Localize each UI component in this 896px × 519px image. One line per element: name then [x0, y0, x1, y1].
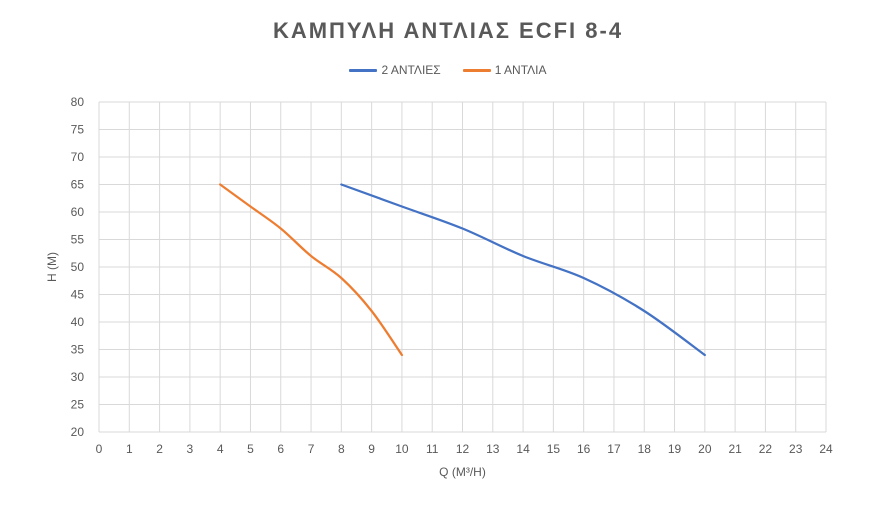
x-tick-label: 3 — [187, 442, 194, 456]
x-tick-label: 20 — [698, 442, 712, 456]
x-tick-label: 0 — [96, 442, 103, 456]
x-tick-label: 9 — [368, 442, 375, 456]
legend-swatch — [349, 68, 378, 72]
series-line-1[interactable] — [340, 183, 706, 357]
x-tick-label: 15 — [547, 442, 561, 456]
x-tick-label: 5 — [247, 442, 254, 456]
y-tick-label: 20 — [71, 425, 85, 439]
x-tick-label: 17 — [607, 442, 621, 456]
x-tick-label: 18 — [638, 442, 652, 456]
x-tick-label: 10 — [395, 442, 409, 456]
x-tick-label: 1 — [126, 442, 133, 456]
legend-label: 2 ΑΝΤΛΙΕΣ — [381, 63, 441, 77]
x-tick-label: 23 — [789, 442, 803, 456]
series-line-2[interactable] — [219, 183, 404, 357]
x-tick-label: 11 — [426, 442, 439, 456]
x-axis-ticks: 0 1 2 3 4 5 6 7 8 9 10 11 12 13 14 15 16 17 18 19 20 21 22 23 24 — [96, 442, 833, 456]
y-tick-label: 60 — [71, 205, 85, 219]
legend-label: 1 ΑΝΤΛΙΑ — [494, 63, 547, 77]
x-tick-label: 7 — [308, 442, 315, 456]
y-tick-label: 70 — [71, 150, 85, 164]
y-tick-label: 80 — [71, 95, 85, 109]
legend-item-series-1[interactable]: 2 ΑΝΤΛΙΕΣ — [349, 63, 441, 77]
y-tick-label: 35 — [71, 343, 85, 357]
y-tick-label: 75 — [71, 123, 85, 137]
x-tick-label: 16 — [577, 442, 591, 456]
y-tick-label: 40 — [71, 315, 85, 329]
legend: 2 ΑΝΤΛΙΕΣ 1 ΑΝΤΛΙΑ — [0, 63, 896, 77]
x-tick-label: 22 — [759, 442, 773, 456]
x-tick-label: 13 — [486, 442, 500, 456]
x-tick-label: 6 — [277, 442, 284, 456]
y-axis-ticks: 20 25 30 35 40 45 50 55 60 65 70 75 80 — [71, 95, 85, 439]
y-tick-label: 25 — [71, 398, 85, 412]
y-tick-label: 45 — [71, 288, 85, 302]
x-tick-label: 8 — [338, 442, 345, 456]
y-tick-label: 50 — [71, 260, 85, 274]
x-tick-label: 14 — [516, 442, 530, 456]
y-tick-label: 55 — [71, 233, 85, 247]
x-tick-label: 4 — [217, 442, 224, 456]
x-tick-label: 12 — [456, 442, 470, 456]
x-tick-label: 2 — [156, 442, 163, 456]
y-axis-title: H (M) — [45, 252, 59, 282]
chart-title: ΚΑΜΠΥΛΗ ΑΝΤΛΙΑΣ ECFI 8-4 — [272, 18, 624, 43]
x-tick-label: 19 — [668, 442, 682, 456]
series-lines — [219, 183, 706, 357]
legend-item-series-2[interactable]: 1 ΑΝΤΛΙΑ — [462, 63, 547, 77]
x-axis-title: Q (M³/H) — [439, 465, 486, 479]
x-tick-label: 24 — [819, 442, 833, 456]
y-tick-label: 65 — [71, 178, 85, 192]
gridlines — [98, 101, 827, 433]
legend-swatch — [462, 68, 491, 72]
y-tick-label: 30 — [71, 370, 85, 384]
x-tick-label: 21 — [728, 442, 742, 456]
